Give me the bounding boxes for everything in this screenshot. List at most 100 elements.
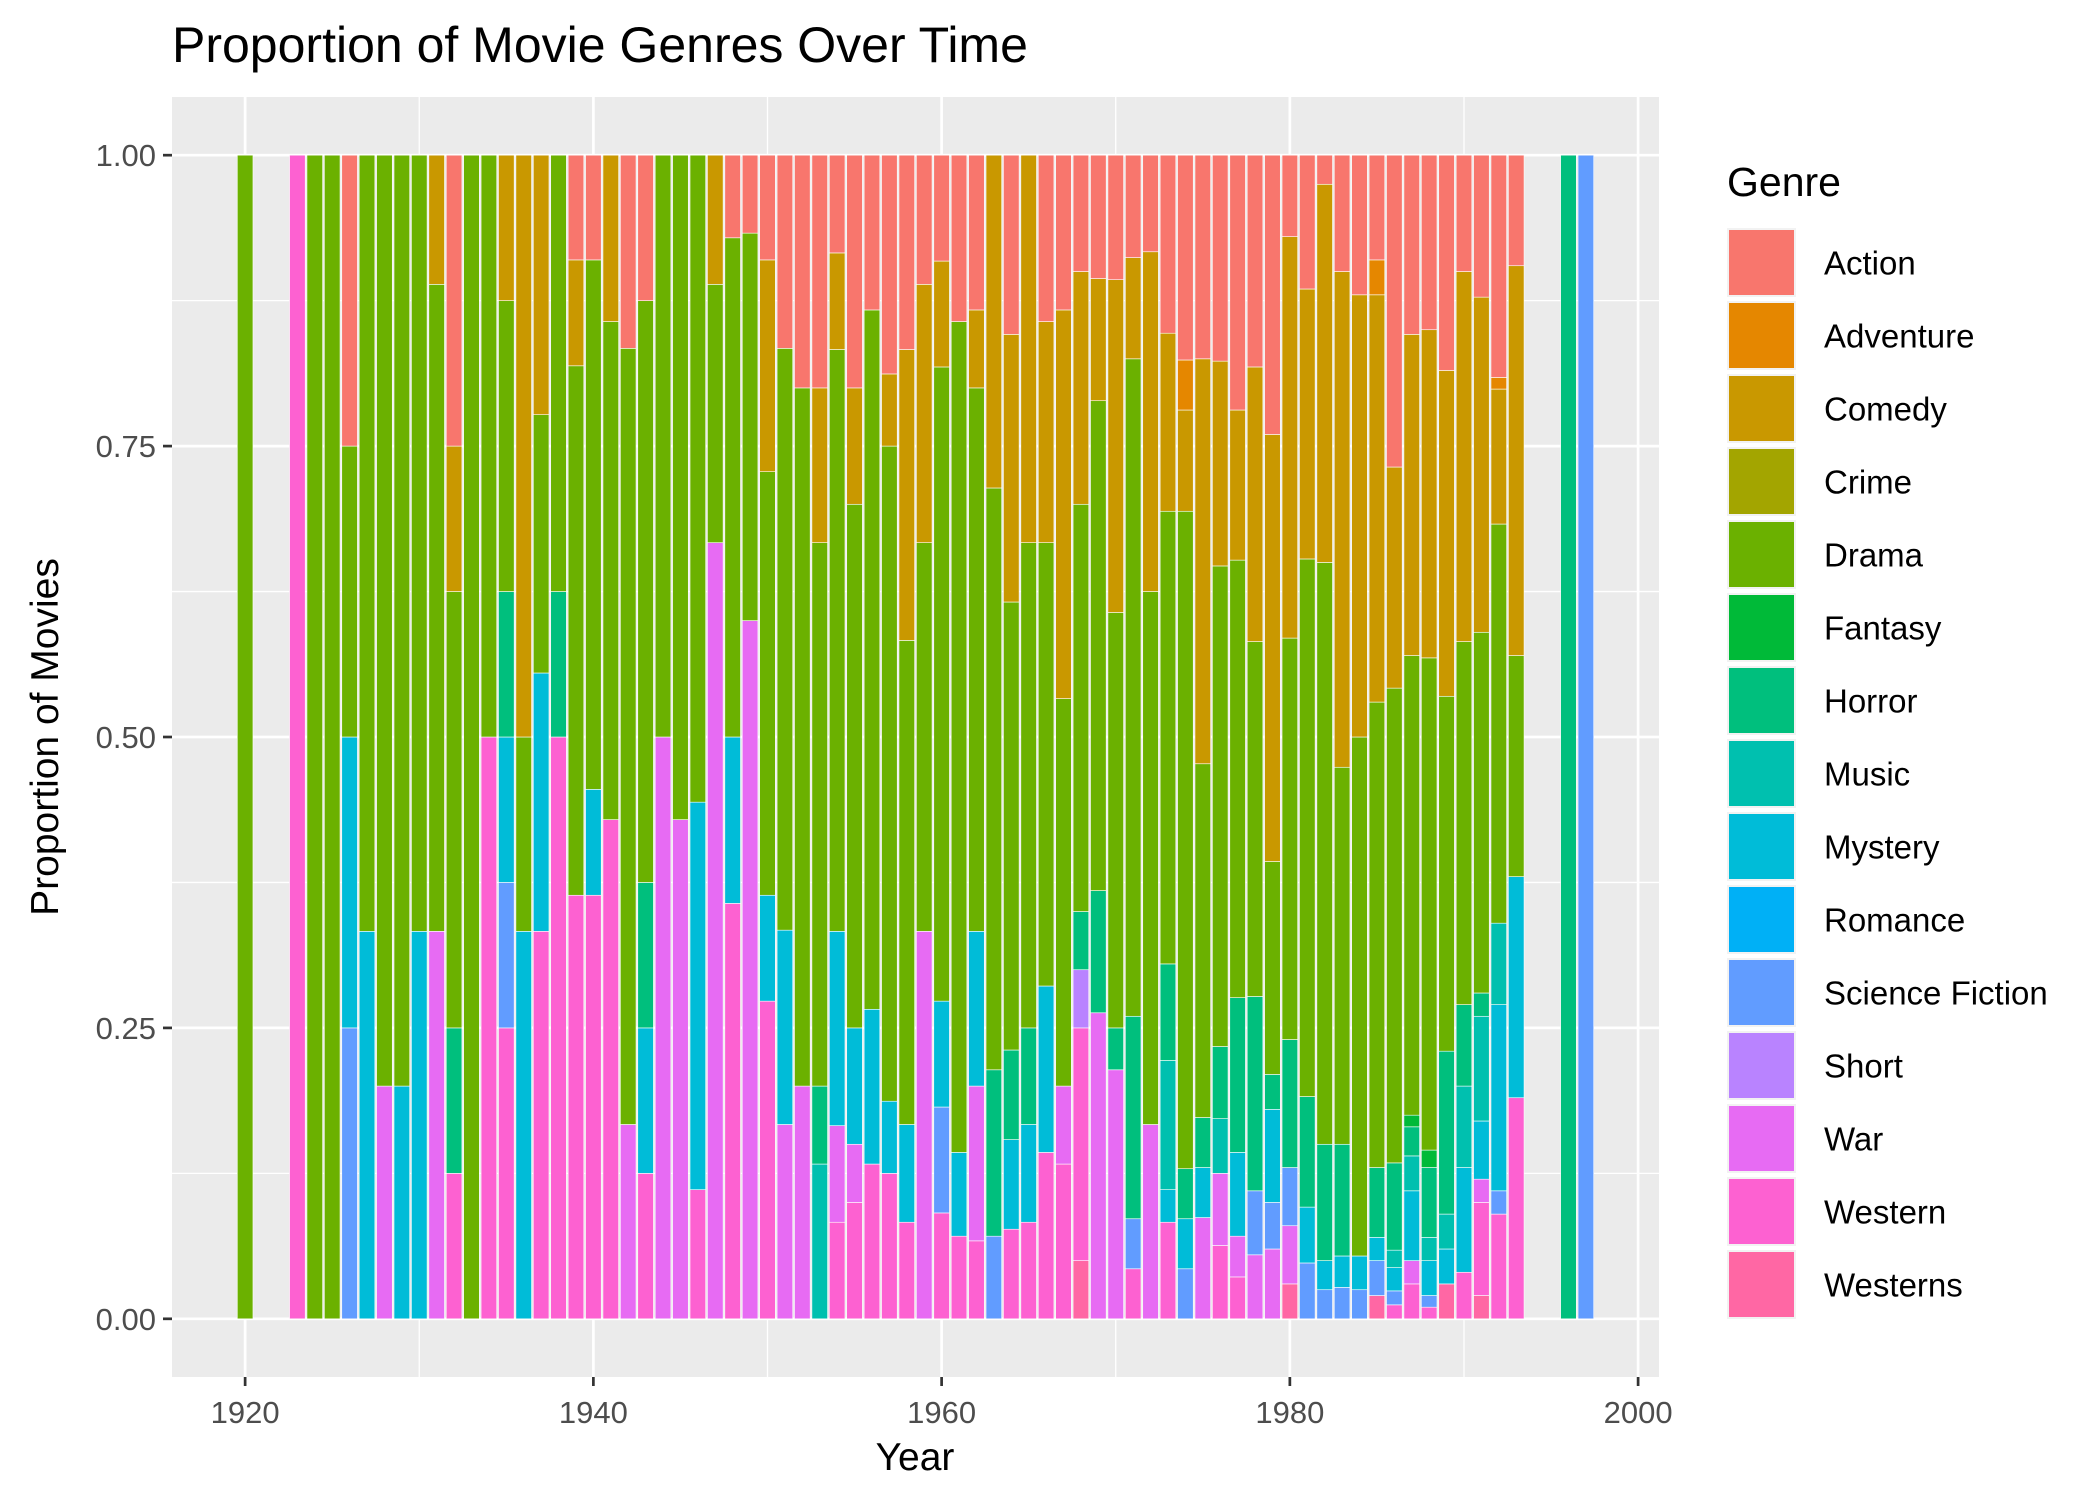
- bar-segment-horror: [1194, 1117, 1211, 1168]
- bar-segment-drama: [1368, 701, 1386, 1168]
- bar-segment-comedy: [1125, 257, 1142, 360]
- bar-segment-western: [759, 1000, 776, 1320]
- bar-segment-comedy: [498, 154, 515, 301]
- bar-segment-drama: [863, 309, 881, 1010]
- bar-segment-drama: [341, 445, 358, 738]
- bar-segment-drama: [393, 154, 410, 1087]
- bar-segment-action: [1246, 154, 1264, 368]
- bar-segment-mystery: [776, 929, 794, 1125]
- bar-segment-comedy: [428, 154, 445, 285]
- bar-segment-science-fiction: [933, 1106, 950, 1214]
- bar-segment-drama: [1333, 766, 1351, 1145]
- bar-segment-comedy: [846, 387, 863, 505]
- bar-segment-war: [620, 1124, 637, 1320]
- bar-segment-western: [933, 1212, 950, 1320]
- bar-segment-action: [585, 154, 602, 261]
- y-tick-label: 0.75: [96, 429, 156, 464]
- legend-key-western: [1729, 1179, 1794, 1244]
- bar-segment-mystery: [1508, 876, 1525, 1099]
- bar-segment-drama: [1020, 542, 1037, 1029]
- bar-segment-comedy: [445, 445, 463, 592]
- x-axis-title: Year: [876, 1436, 955, 1479]
- legend-key-science-fiction: [1729, 960, 1794, 1025]
- bar-segment-western: [533, 931, 550, 1320]
- bar-segment-science-fiction: [1246, 1190, 1264, 1256]
- bar-segment-drama: [881, 445, 898, 1102]
- bar-segment-mystery: [846, 1027, 863, 1145]
- bar-segment-comedy: [933, 260, 950, 368]
- bar-segment-mystery: [1490, 1004, 1507, 1192]
- bar-segment-action: [1403, 154, 1420, 335]
- bar-segment-fantasy: [1421, 1149, 1438, 1168]
- bar-segment-comedy: [1421, 329, 1438, 659]
- bar-segment-drama: [829, 349, 846, 932]
- bar-segment-mystery: [393, 1085, 410, 1320]
- bar-segment-mystery: [724, 736, 741, 904]
- bar-segment-drama: [1299, 558, 1316, 1097]
- bar-segment-war: [741, 620, 759, 1320]
- bar-segment-music: [1473, 1015, 1490, 1122]
- legend-key-music: [1729, 741, 1794, 806]
- bar-segment-westerns: [1438, 1283, 1455, 1320]
- bar-segment-war: [916, 931, 933, 1320]
- bar-segment-comedy: [515, 154, 532, 738]
- bar-segment-western: [1403, 1283, 1420, 1320]
- bar-segment-western: [602, 819, 619, 1320]
- bar-segment-horror: [1333, 1143, 1351, 1257]
- bar-segment-western: [863, 1163, 881, 1320]
- bar-segment-action: [1351, 154, 1368, 296]
- bar-segment-western: [567, 894, 585, 1320]
- bar-segment-war: [1142, 1124, 1159, 1320]
- bar-segment-war: [1107, 1069, 1124, 1320]
- bar-segment-action: [1299, 154, 1316, 290]
- bar-segment-music: [1438, 1213, 1455, 1250]
- bar-segment-science-fiction: [1316, 1289, 1333, 1320]
- bar-segment-comedy: [1333, 271, 1351, 768]
- bar-segment-mystery: [1229, 1152, 1246, 1237]
- bar-segment-western: [1473, 1202, 1490, 1296]
- bar-segment-action: [1508, 154, 1525, 267]
- bar-segment-science-fiction: [1490, 1190, 1507, 1215]
- bar-segment-action: [811, 154, 828, 389]
- bar-segment-comedy: [1020, 154, 1037, 543]
- bar-segment-drama: [1159, 510, 1177, 965]
- bar-segment-western: [1003, 1228, 1020, 1320]
- bar-segment-drama: [968, 387, 985, 932]
- bar-segment-horror: [1560, 154, 1577, 1320]
- bar-segment-mystery: [515, 931, 532, 1320]
- x-tick-label: 1920: [211, 1395, 280, 1430]
- bar-segment-comedy: [811, 387, 828, 543]
- bar-segment-horror: [1212, 1046, 1229, 1119]
- bar-segment-action: [1333, 154, 1351, 272]
- bar-segment-horror: [1455, 1004, 1473, 1087]
- bar-segment-mystery: [585, 789, 602, 896]
- bar-segment-action: [1107, 154, 1124, 280]
- y-tick-label: 0.50: [96, 720, 156, 755]
- bar-segment-western: [1421, 1306, 1438, 1320]
- bar-segment-western: [898, 1221, 915, 1320]
- bar-segment-mystery: [1037, 985, 1055, 1153]
- bar-segment-music: [811, 1163, 828, 1320]
- bar-segment-western: [1125, 1268, 1142, 1320]
- y-tick-label: 1.00: [96, 138, 156, 173]
- bar-segment-drama: [515, 736, 532, 932]
- y-tick-label: 0.25: [96, 1011, 156, 1046]
- bar-segment-drama: [1264, 861, 1281, 1075]
- y-axis: 0.00 0.25 0.50 0.75 1.00: [96, 138, 172, 1337]
- bar-segment-drama: [1037, 542, 1055, 987]
- bar-segment-music: [1386, 1249, 1403, 1268]
- bar-segment-comedy: [1107, 279, 1124, 613]
- bar-segment-western: [289, 154, 306, 1320]
- bar-segment-horror: [1107, 1027, 1124, 1071]
- bar-segment-war: [829, 1125, 846, 1223]
- bar-segment-mystery: [829, 931, 846, 1126]
- bar-segment-mystery: [1403, 1190, 1420, 1261]
- bar-segment-western: [1229, 1276, 1246, 1320]
- bar-segment-action: [1072, 154, 1090, 272]
- x-tick-label: 1980: [1255, 1395, 1324, 1430]
- legend-key-romance: [1729, 887, 1794, 952]
- bar-segment-westerns: [1368, 1295, 1386, 1320]
- bar-segment-mystery: [689, 801, 706, 1190]
- bar-segment-action: [881, 154, 898, 375]
